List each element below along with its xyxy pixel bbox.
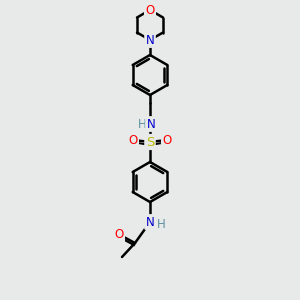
Text: S: S: [146, 136, 154, 148]
Text: O: O: [114, 229, 124, 242]
Text: O: O: [128, 134, 138, 146]
Text: N: N: [146, 215, 154, 229]
Text: H: H: [157, 218, 165, 230]
Text: O: O: [162, 134, 172, 146]
Text: H: H: [138, 118, 146, 130]
Text: N: N: [146, 34, 154, 46]
Text: N: N: [147, 118, 155, 130]
Text: O: O: [146, 4, 154, 16]
